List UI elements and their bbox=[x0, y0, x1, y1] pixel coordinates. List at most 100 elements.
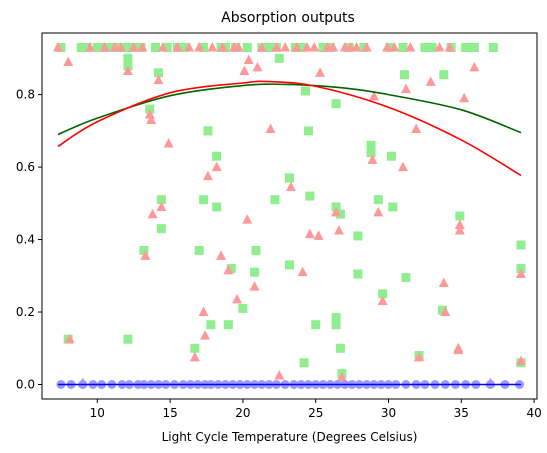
series-1-triangle-point bbox=[414, 351, 425, 362]
series-1-triangle-point bbox=[291, 41, 302, 52]
series-0-square-point bbox=[331, 312, 341, 322]
series-0-square-point bbox=[180, 42, 190, 52]
series-0-square-point bbox=[401, 273, 411, 283]
series-1-triangle-point bbox=[309, 41, 320, 52]
series-1-triangle-point bbox=[389, 41, 400, 52]
series-0-square-point bbox=[156, 195, 166, 205]
series-1-triangle-point bbox=[444, 41, 455, 52]
plot-frame bbox=[41, 32, 538, 400]
series-0-square-point bbox=[331, 99, 341, 109]
series-0-square-point bbox=[123, 334, 133, 344]
series-1-triangle-point bbox=[425, 76, 436, 86]
series-0-square-point bbox=[203, 126, 213, 136]
series-1-triangle-point bbox=[232, 293, 243, 304]
series-0-square-point bbox=[212, 202, 222, 212]
series-1-triangle-point bbox=[202, 170, 213, 181]
x-tick-label: 25 bbox=[308, 406, 323, 420]
series-0-square-point bbox=[427, 42, 437, 52]
series-0-square-point bbox=[366, 148, 376, 158]
series-1-triangle-point bbox=[398, 161, 409, 172]
series-1-triangle-point bbox=[438, 277, 449, 288]
series-1-triangle-point bbox=[189, 351, 200, 362]
x-tick-label: 15 bbox=[162, 406, 177, 420]
series-0-square-point bbox=[264, 42, 274, 52]
series-1-triangle-point bbox=[85, 41, 96, 52]
series-0-square-point bbox=[285, 260, 294, 270]
series-0-square-point bbox=[378, 289, 388, 299]
series-0-square-point bbox=[335, 209, 345, 219]
series-1-triangle-point bbox=[128, 41, 139, 52]
series-1-triangle-point bbox=[469, 61, 480, 72]
series-1-triangle-point bbox=[405, 41, 416, 52]
series-0-square-point bbox=[153, 68, 163, 78]
series-1-triangle-point bbox=[233, 41, 244, 52]
series-1-triangle-point bbox=[184, 41, 195, 52]
series-0-square-point bbox=[305, 191, 315, 201]
series-1-triangle-point bbox=[198, 306, 209, 317]
series-0-square-point bbox=[331, 320, 341, 330]
series-1-triangle-point bbox=[459, 92, 470, 103]
series-0-square-point bbox=[56, 42, 66, 52]
y-tick-label: 0.8 bbox=[16, 88, 35, 102]
series-1-triangle-point bbox=[63, 56, 74, 66]
series-0-square-point bbox=[318, 42, 328, 52]
series-1-triangle-point bbox=[454, 224, 465, 235]
series-0-square-point bbox=[400, 70, 410, 80]
series-0-square-point bbox=[199, 42, 209, 52]
series-0-square-point bbox=[359, 42, 369, 52]
series-0-square-point bbox=[469, 42, 479, 52]
series-0-square-point bbox=[439, 70, 449, 80]
series-0-square-point bbox=[156, 224, 166, 234]
x-tick-label: 20 bbox=[235, 406, 250, 420]
series-0-square-point bbox=[121, 42, 131, 52]
series-1-triangle-point bbox=[194, 41, 205, 52]
series-1-triangle-point bbox=[99, 41, 110, 52]
series-1-triangle-point bbox=[453, 344, 464, 355]
series-0-square-point bbox=[162, 42, 172, 52]
y-tick-label: 0.2 bbox=[16, 305, 35, 319]
series-1-triangle-point bbox=[454, 219, 465, 230]
series-0-square-point bbox=[353, 269, 363, 279]
series-1-triangle-point bbox=[274, 369, 285, 380]
series-0-square-point bbox=[325, 42, 335, 52]
series-1-triangle-point bbox=[122, 65, 133, 76]
series-0-square-point bbox=[250, 267, 260, 277]
series-1-triangle-point bbox=[207, 41, 218, 52]
series-0-square-point bbox=[107, 42, 117, 52]
series-1-triangle-point bbox=[172, 41, 183, 52]
series-0-square-point bbox=[516, 240, 526, 250]
series-1-triangle-point bbox=[368, 90, 379, 101]
series-1-triangle-point bbox=[252, 61, 263, 72]
series-1-triangle-point bbox=[163, 138, 174, 148]
series-1-triangle-point bbox=[315, 67, 326, 77]
x-tick-label: 10 bbox=[90, 406, 105, 420]
series-0-square-point bbox=[82, 42, 92, 52]
series-0-square-point bbox=[335, 343, 345, 353]
series-0-square-point bbox=[488, 42, 498, 52]
series-1-triangle-point bbox=[382, 41, 393, 52]
series-0-square-point bbox=[223, 320, 233, 330]
series-1-triangle-point bbox=[200, 330, 211, 340]
series-1-triangle-point bbox=[515, 268, 526, 278]
chart-marks bbox=[53, 41, 526, 390]
chart-axes: 10 15 20 25 30 35 40 0.0 0.2 0.4 0.6 0.8 bbox=[16, 88, 542, 420]
series-1-triangle-point bbox=[211, 161, 222, 172]
series-1-triangle-point bbox=[153, 74, 164, 85]
series-1-triangle-point bbox=[411, 123, 422, 134]
series-1-triangle-point bbox=[328, 41, 339, 52]
series-1-triangle-point bbox=[157, 41, 168, 52]
series-0-square-point bbox=[420, 42, 430, 52]
series-0-square-point bbox=[139, 245, 149, 255]
series-1-triangle-point bbox=[334, 224, 344, 235]
series-0-square-point bbox=[353, 231, 363, 241]
series-0-square-point bbox=[242, 42, 252, 52]
series-0-square-point bbox=[388, 202, 398, 212]
series-1-triangle-point bbox=[434, 41, 445, 52]
series-1-triangle-point bbox=[361, 41, 372, 52]
series-0-square-point bbox=[212, 151, 222, 161]
series-1-triangle-point bbox=[242, 214, 253, 224]
series-0-square-point bbox=[437, 305, 447, 315]
series-1-triangle-point bbox=[53, 41, 64, 52]
series-1-triangle-point bbox=[367, 154, 378, 164]
